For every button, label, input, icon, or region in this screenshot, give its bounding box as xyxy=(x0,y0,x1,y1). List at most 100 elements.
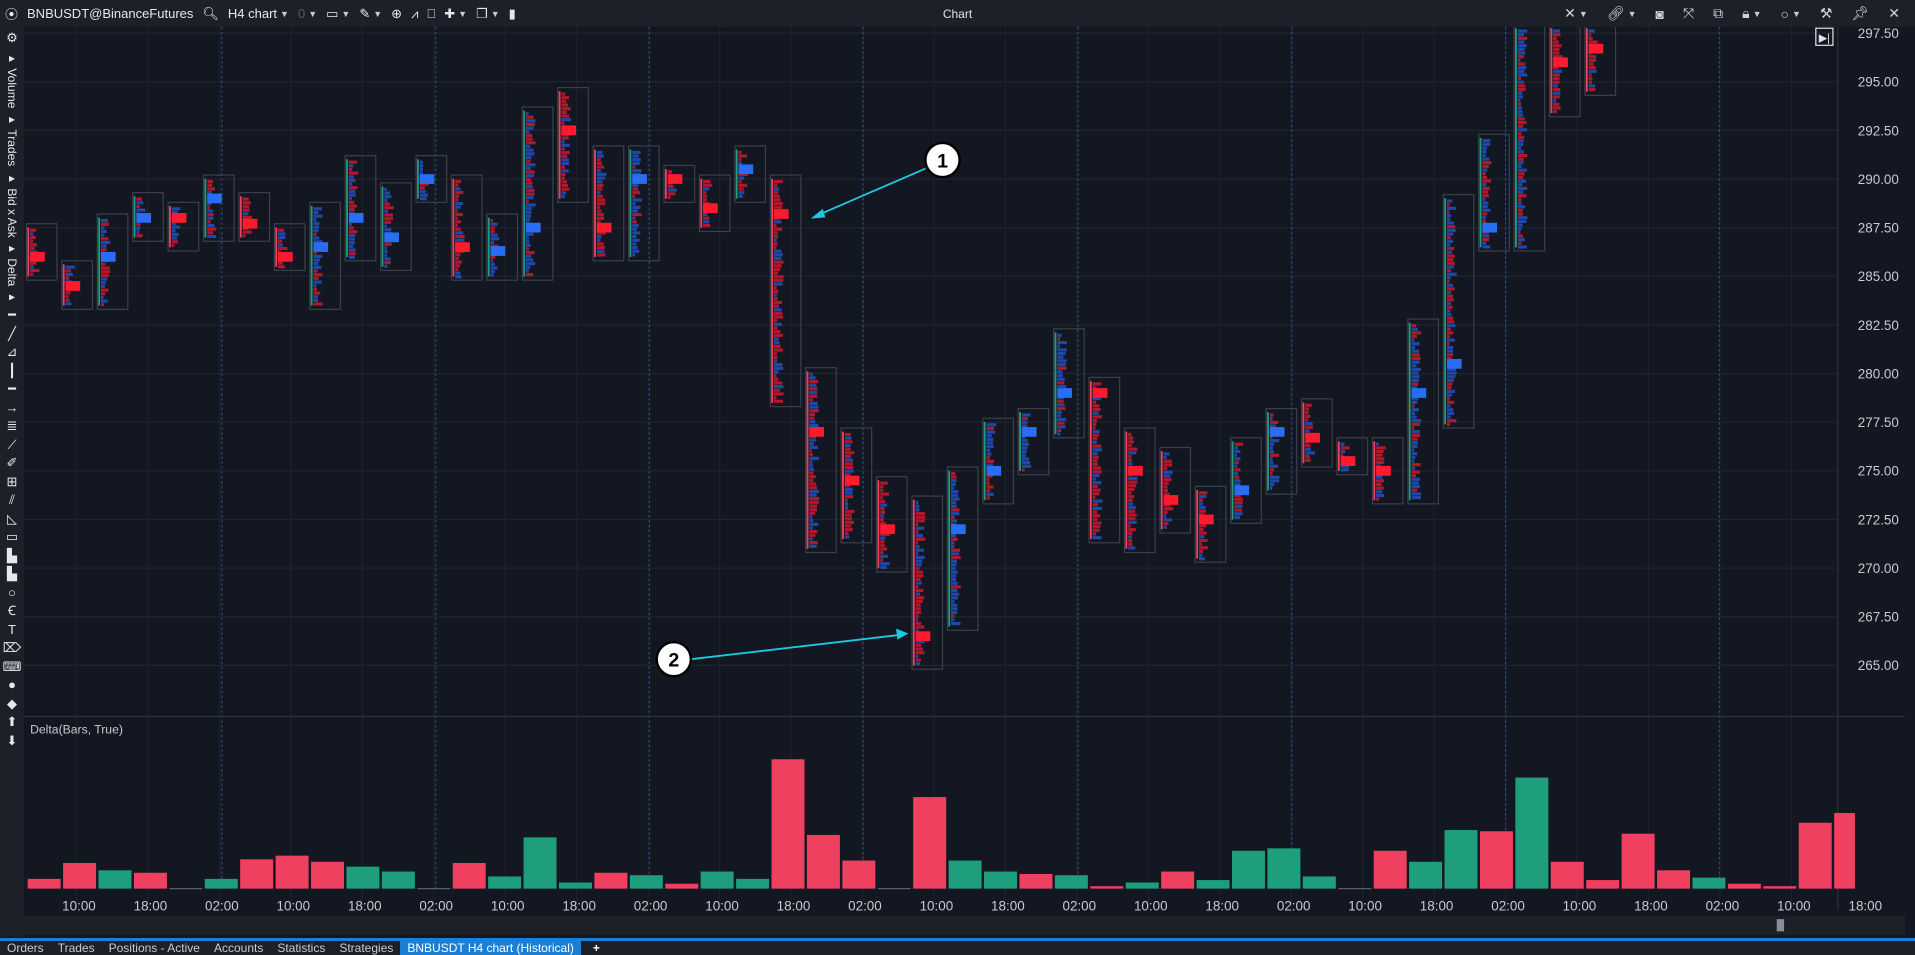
down-arrow-marker-icon[interactable]: ⬇ xyxy=(6,732,18,748)
lock-icon[interactable]: 🔒︎ ▼ xyxy=(1742,5,1762,21)
horizontal-scrollbar[interactable] xyxy=(24,915,1905,935)
brush-icon[interactable]: ✐ xyxy=(6,455,18,471)
vertical-line-icon[interactable]: ┃ xyxy=(8,362,16,378)
up-arrow-marker-icon[interactable]: ⬆ xyxy=(6,714,18,730)
footprint-candle[interactable] xyxy=(982,417,1014,505)
footprint-candle[interactable] xyxy=(946,466,979,631)
add-tab-button[interactable]: + xyxy=(592,941,600,955)
section-trades[interactable]: ▸ Trades xyxy=(5,112,19,167)
footprint-candle[interactable] xyxy=(1194,485,1227,563)
rectangle-icon[interactable]: ▭ xyxy=(5,529,19,545)
footprint-candle[interactable] xyxy=(1478,133,1510,252)
footprint-candle[interactable] xyxy=(557,86,589,203)
footprint-candle[interactable] xyxy=(1584,27,1617,96)
footprint-candle[interactable] xyxy=(25,223,58,281)
polyline-icon[interactable]: ⟋ xyxy=(7,436,17,452)
footprint-candle[interactable] xyxy=(734,145,767,203)
link-icon[interactable]: 🔗︎ ▼ xyxy=(1606,5,1637,21)
fib-icon[interactable]: ⊿ xyxy=(6,344,18,360)
layout-icon[interactable]: ▮ xyxy=(508,5,516,21)
section-delta[interactable]: ▸ Delta ▸ xyxy=(5,241,19,305)
price-label-icon[interactable]: ⌨ xyxy=(2,658,22,674)
tab-trades[interactable]: Trades xyxy=(57,941,95,955)
footprint-candle[interactable] xyxy=(521,106,554,281)
footprint-candle[interactable] xyxy=(1336,437,1369,476)
indicator-icon[interactable]: ⩘ xyxy=(411,5,419,21)
camera-icon[interactable]: ◙ xyxy=(1655,5,1664,22)
logo-icon[interactable]: ⦿ xyxy=(5,7,19,22)
footprint-candle[interactable] xyxy=(344,155,377,262)
ray-icon[interactable]: ━ xyxy=(8,381,16,397)
footprint-candle[interactable] xyxy=(663,164,696,203)
footprint-candle[interactable] xyxy=(486,213,519,281)
footprint-candle[interactable] xyxy=(875,476,908,573)
footprint-candle[interactable] xyxy=(238,192,271,242)
circle-icon[interactable]: ○ ▼ xyxy=(1780,5,1801,22)
circle-marker-icon[interactable]: ● xyxy=(8,677,16,693)
footprint-candle[interactable] xyxy=(592,145,625,262)
monitor-icon[interactable]: ▭ ▼ xyxy=(326,5,351,21)
profile-icon[interactable]: ▙ xyxy=(6,547,17,563)
triangle-icon[interactable]: ◺ xyxy=(6,510,17,526)
footprint-candle[interactable] xyxy=(1371,437,1404,505)
tab-statistics[interactable]: Statistics xyxy=(277,941,326,955)
section-bid-ask[interactable]: ▸ Bid x Ask xyxy=(5,170,19,238)
text-format-icon[interactable]: Ꞓ xyxy=(7,603,16,619)
tab-accounts[interactable]: Accounts xyxy=(213,941,264,955)
text-icon[interactable]: T xyxy=(8,621,16,637)
footprint-candle[interactable] xyxy=(1548,27,1581,118)
footprint-candle[interactable] xyxy=(309,201,341,310)
pin-icon[interactable]: 📌︎ xyxy=(1851,5,1870,21)
scrollbar-thumb[interactable] xyxy=(1776,919,1785,932)
footprint-candle[interactable] xyxy=(840,427,873,544)
ruler-icon[interactable]: ⊞ xyxy=(6,473,18,489)
ellipse-icon[interactable]: ○ xyxy=(8,584,16,600)
symbol-label[interactable]: BNBUSDT@BinanceFutures xyxy=(27,6,194,21)
footprint-candle[interactable] xyxy=(805,367,837,554)
footprint-candle[interactable] xyxy=(1513,27,1546,252)
close-icon[interactable]: ✕ xyxy=(1888,5,1900,21)
volume-profile-icon[interactable]: ▙ xyxy=(6,566,17,582)
footprint-candle[interactable] xyxy=(1265,407,1298,495)
scroll-to-end-button[interactable] xyxy=(1815,27,1834,46)
footprint-candle[interactable] xyxy=(132,192,164,242)
footprint-candle[interactable] xyxy=(1053,328,1085,439)
zoom-icon[interactable]: ⊕ xyxy=(391,5,403,21)
settings-tools-icon[interactable]: ⚒ xyxy=(1819,5,1833,21)
window-icon[interactable]: ❐ ▼ xyxy=(476,5,500,21)
footprint-candle[interactable] xyxy=(627,145,660,262)
cursor-icon[interactable]: ✕ ▼ xyxy=(1564,5,1588,21)
footprint-candle[interactable] xyxy=(450,174,483,281)
footprint-candle[interactable] xyxy=(1123,427,1156,554)
footprint-candle[interactable] xyxy=(1230,437,1262,524)
diamond-marker-icon[interactable]: ◆ xyxy=(6,695,17,711)
crosshair-icon[interactable]: ✚ ▼ xyxy=(444,5,468,21)
tab-strategies[interactable]: Strategies xyxy=(339,941,394,955)
tab-orders[interactable]: Orders xyxy=(7,941,44,955)
tab-positions-active[interactable]: Positions - Active xyxy=(108,941,200,955)
footprint-candle[interactable] xyxy=(1301,398,1333,468)
footprint-candle[interactable] xyxy=(698,174,731,233)
gear-icon[interactable]: ⚙ xyxy=(6,30,18,45)
footprint-candle[interactable] xyxy=(769,174,802,408)
footprint-candle[interactable] xyxy=(911,495,944,670)
footprint-candle[interactable] xyxy=(380,182,412,272)
chart-area[interactable]: 297.50 295.00 292.50 290.00 287.50 285.00 282.… xyxy=(24,27,1905,935)
footprint-candle[interactable] xyxy=(1017,407,1050,476)
counter-dropdown[interactable]: 0 ▼ xyxy=(298,6,317,21)
footprint-candle[interactable] xyxy=(1442,193,1475,429)
footprint-candle[interactable] xyxy=(273,223,306,272)
timeframe-dropdown[interactable]: H4 chart ▼ xyxy=(228,6,289,21)
clone-icon[interactable]: ⧉ xyxy=(1713,5,1724,21)
trend-line-icon[interactable]: ╱ xyxy=(8,325,16,341)
search-icon[interactable]: 🔍︎ xyxy=(202,5,219,21)
pencil-icon[interactable]: ✎ ▼ xyxy=(359,5,383,21)
footprint-candle[interactable] xyxy=(202,174,235,242)
tab-bnbusdt-h4-chart-historical-[interactable]: BNBUSDT H4 chart (Historical) xyxy=(400,941,581,955)
arrow-icon[interactable]: → xyxy=(5,399,19,415)
fullscreen-icon[interactable]: ⤧ xyxy=(1682,5,1695,21)
template-icon[interactable]: ⎕ xyxy=(427,5,436,21)
footprint-candle[interactable] xyxy=(415,155,448,203)
footprint-candle[interactable] xyxy=(167,201,200,252)
section-volume[interactable]: ▸ Volume xyxy=(5,51,19,109)
